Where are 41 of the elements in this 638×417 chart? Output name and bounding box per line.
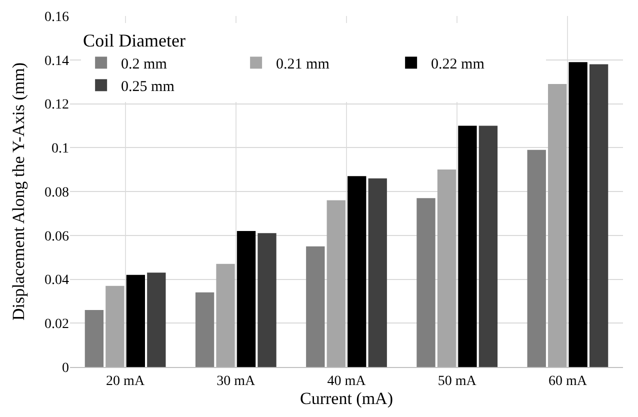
bar [589, 64, 608, 367]
y-tick-label: 0.04 [44, 273, 69, 288]
bar [126, 274, 145, 367]
bar [147, 272, 166, 367]
bar [478, 126, 498, 367]
legend-label: 0.21 mm [276, 56, 330, 73]
bar [84, 310, 104, 367]
bar [258, 233, 276, 367]
y-tick-label: 0.06 [44, 229, 69, 244]
bar [236, 230, 256, 367]
bar [106, 286, 124, 367]
bar [216, 264, 235, 367]
y-tick-label: 0.1 [52, 142, 69, 157]
bar [368, 178, 387, 367]
legend-title: Coil Diameter [83, 30, 186, 50]
y-tick-label: 0 [62, 360, 69, 376]
y-tick-label: 0.08 [44, 185, 69, 200]
bar [195, 292, 214, 367]
y-axis-title: Displacement Along the Y-Axis (mm) [9, 62, 28, 321]
y-tick-label: 0.02 [44, 317, 69, 332]
x-axis-title: Current (mA) [300, 388, 394, 408]
bar [458, 126, 477, 367]
bar [568, 62, 588, 367]
x-tick-label: 30 mA [216, 374, 256, 389]
x-tick-label: 50 mA [438, 374, 478, 389]
y-tick-label: 0.12 [44, 98, 69, 113]
bar [527, 150, 546, 367]
legend-label: 0.25 mm [121, 79, 175, 96]
x-tick-label: 60 mA [548, 374, 588, 389]
bar [416, 198, 436, 367]
x-tick-label: 20 mA [106, 374, 146, 389]
bar [548, 84, 567, 367]
bar [326, 200, 346, 367]
bar [348, 176, 366, 367]
y-tick-label: 0.14 [44, 54, 69, 69]
bar [437, 170, 456, 367]
legend-label: 0.22 mm [431, 56, 485, 73]
legend-label: 0.2 mm [121, 56, 168, 73]
bar [306, 246, 325, 367]
y-tick-label: 0.16 [44, 10, 69, 25]
x-tick-label: 40 mA [327, 374, 367, 389]
